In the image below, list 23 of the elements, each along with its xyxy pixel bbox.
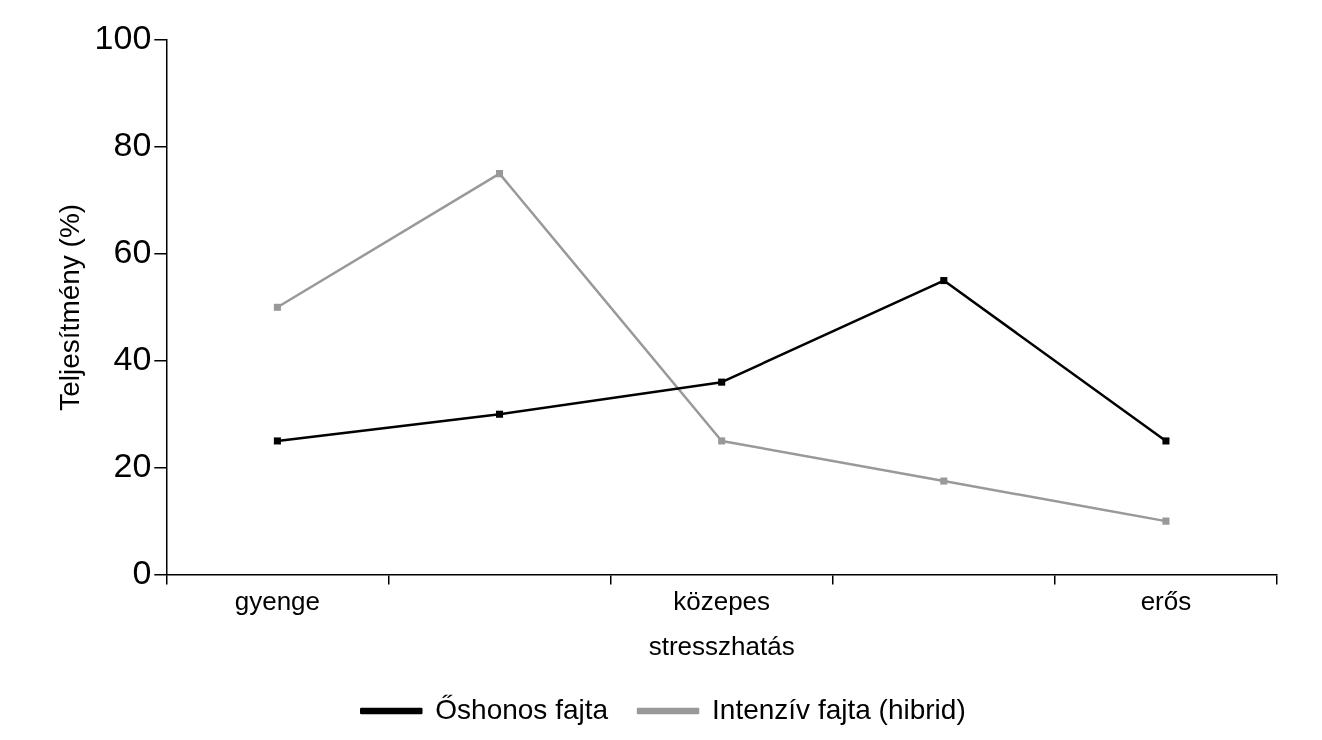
point xyxy=(495,410,504,418)
x-tick-label: gyenge xyxy=(234,586,321,617)
point xyxy=(718,437,726,445)
y-tick-label: 0 xyxy=(132,552,152,591)
point xyxy=(718,378,726,386)
y-tick-label: 60 xyxy=(113,232,152,271)
point xyxy=(495,170,504,178)
point xyxy=(273,437,281,445)
y-tick-label: 100 xyxy=(94,18,152,57)
y-tick-label: 80 xyxy=(113,125,152,164)
point xyxy=(273,303,281,311)
y-axis-title: Teljesítmény (%) xyxy=(53,203,85,411)
y-tick-label: 20 xyxy=(113,446,152,485)
y-tick-label: 40 xyxy=(113,339,152,378)
x-tick-label: közepes xyxy=(673,586,771,617)
point xyxy=(1162,437,1170,445)
point xyxy=(940,477,948,485)
legend-label: Intenzív fajta (hibrid) xyxy=(712,693,966,725)
point xyxy=(1162,517,1170,525)
x-axis-title: stresszhatás xyxy=(648,630,795,661)
x-tick-label: erős xyxy=(1140,586,1192,617)
point xyxy=(940,277,948,285)
legend-label: Őshonos fajta xyxy=(435,693,609,725)
